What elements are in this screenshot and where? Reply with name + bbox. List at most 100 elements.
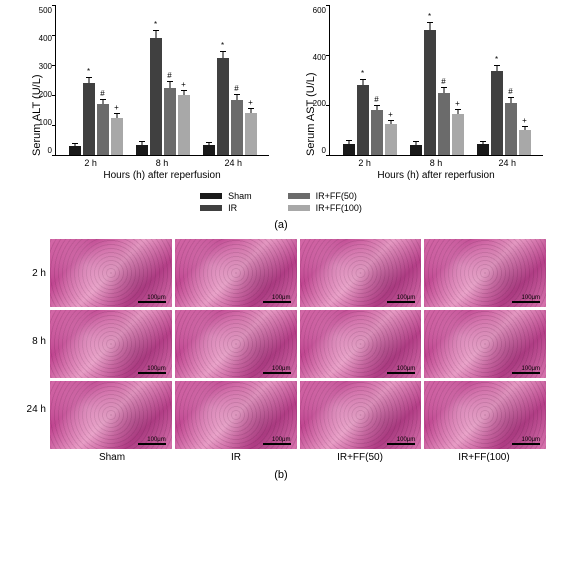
bar: + [452, 114, 464, 155]
significance-marker: # [508, 87, 512, 96]
bar: # [371, 110, 383, 155]
x-tick: 8 h [126, 156, 197, 168]
legend-item: IR+FF(50) [288, 191, 362, 201]
x-tick: 2 h [329, 156, 400, 168]
histology-image: 100μm [300, 381, 422, 449]
scale-bar [138, 301, 166, 303]
y-tick: 100 [28, 118, 52, 127]
panel-b-col-label: IR+FF(100) [422, 449, 546, 463]
panel-b-row-labels: 2 h8 h24 h [16, 239, 50, 449]
legend-label: IR [228, 203, 237, 213]
significance-marker: + [114, 103, 119, 112]
bar: + [111, 118, 123, 156]
histology-image: 100μm [175, 381, 297, 449]
scale-text: 100μm [272, 295, 290, 301]
bar-group: *#+ [196, 58, 263, 156]
significance-marker: * [154, 20, 157, 29]
x-tick: 24 h [198, 156, 269, 168]
panel-b-row-label: 2 h [16, 239, 50, 307]
y-tick: 400 [28, 34, 52, 43]
significance-marker: # [441, 77, 445, 86]
bar [477, 144, 489, 155]
bar-chart: Serum AST (U/L)6004002000*#+*#+*#+2 h8 h… [293, 6, 543, 181]
scale-text: 100μm [147, 437, 165, 443]
scale-text: 100μm [272, 366, 290, 372]
y-tick: 400 [302, 53, 326, 62]
panel-b-grid: 100μm 100μm 100μm 100μm 100μm 100μm 100μm 100μm… [50, 239, 546, 449]
scale-text: 100μm [397, 437, 415, 443]
legend-item: IR [200, 203, 252, 213]
scale-bar [263, 443, 291, 445]
scale-text: 100μm [147, 366, 165, 372]
bar-group: *#+ [129, 38, 196, 155]
bar [69, 146, 81, 155]
scale-bar [387, 443, 415, 445]
scale-text: 100μm [397, 295, 415, 301]
x-axis-label: Hours (h) after reperfusion [329, 170, 543, 181]
significance-marker: + [522, 116, 527, 125]
plot-area: 6004002000*#+*#+*#+ [329, 6, 543, 156]
legend-swatch [288, 205, 310, 211]
bar [136, 145, 148, 156]
legend-swatch [288, 193, 310, 199]
figure-root: Serum ALT (U/L)5004003002001000*#+*#+*#+… [0, 0, 562, 481]
bar: * [491, 71, 503, 155]
significance-marker: # [374, 95, 378, 104]
panel-a-label: (a) [274, 219, 287, 231]
significance-marker: + [181, 80, 186, 89]
scale-bar [387, 372, 415, 374]
scale-bar [138, 443, 166, 445]
bar [203, 145, 215, 155]
bar [343, 144, 355, 155]
significance-marker: * [221, 41, 224, 50]
scale-text: 100μm [147, 295, 165, 301]
legend: ShamIRIR+FF(50)IR+FF(100) [200, 191, 362, 213]
bar: + [178, 95, 190, 155]
y-tick: 500 [28, 6, 52, 15]
y-tick: 0 [28, 146, 52, 155]
scale-bar [512, 443, 540, 445]
panel-b-row-label: 8 h [16, 307, 50, 375]
bar: # [164, 88, 176, 156]
scale-text: 100μm [272, 437, 290, 443]
legend-label: IR+FF(50) [316, 191, 357, 201]
bar-group: *#+ [403, 30, 470, 155]
legend-swatch [200, 193, 222, 199]
x-tick: 8 h [400, 156, 471, 168]
legend-swatch [200, 205, 222, 211]
histology-image: 100μm [50, 381, 172, 449]
x-axis-label: Hours (h) after reperfusion [55, 170, 269, 181]
scale-bar [512, 301, 540, 303]
panel-b-row-label: 24 h [16, 375, 50, 443]
bar: * [357, 85, 369, 155]
bar: # [438, 93, 450, 156]
scale-bar [387, 301, 415, 303]
panel-b-col-label: IR [174, 449, 298, 463]
y-tick: 600 [302, 6, 326, 15]
bar: + [519, 130, 531, 155]
histology-image: 100μm [300, 239, 422, 307]
significance-marker: + [388, 110, 393, 119]
y-tick: 200 [302, 99, 326, 108]
bar: + [245, 113, 257, 155]
scale-bar [263, 301, 291, 303]
panel-b: 2 h8 h24 h 100μm100μm100μm100μm100μm100μ… [16, 239, 546, 449]
histology-image: 100μm [175, 310, 297, 378]
panel-a-charts-row: Serum ALT (U/L)5004003002001000*#+*#+*#+… [11, 6, 551, 181]
histology-image: 100μm [50, 310, 172, 378]
scale-text: 100μm [397, 366, 415, 372]
legend-item: IR+FF(100) [288, 203, 362, 213]
histology-image: 100μm [50, 239, 172, 307]
bar [410, 145, 422, 156]
bar: * [83, 83, 95, 155]
significance-marker: # [100, 89, 104, 98]
bar-chart: Serum ALT (U/L)5004003002001000*#+*#+*#+… [19, 6, 269, 181]
y-tick: 300 [28, 62, 52, 71]
bar: # [97, 104, 109, 155]
bar: + [385, 124, 397, 155]
scale-text: 100μm [522, 366, 540, 372]
legend-label: IR+FF(100) [316, 203, 362, 213]
bar: * [424, 30, 436, 155]
histology-image: 100μm [300, 310, 422, 378]
significance-marker: # [234, 84, 238, 93]
